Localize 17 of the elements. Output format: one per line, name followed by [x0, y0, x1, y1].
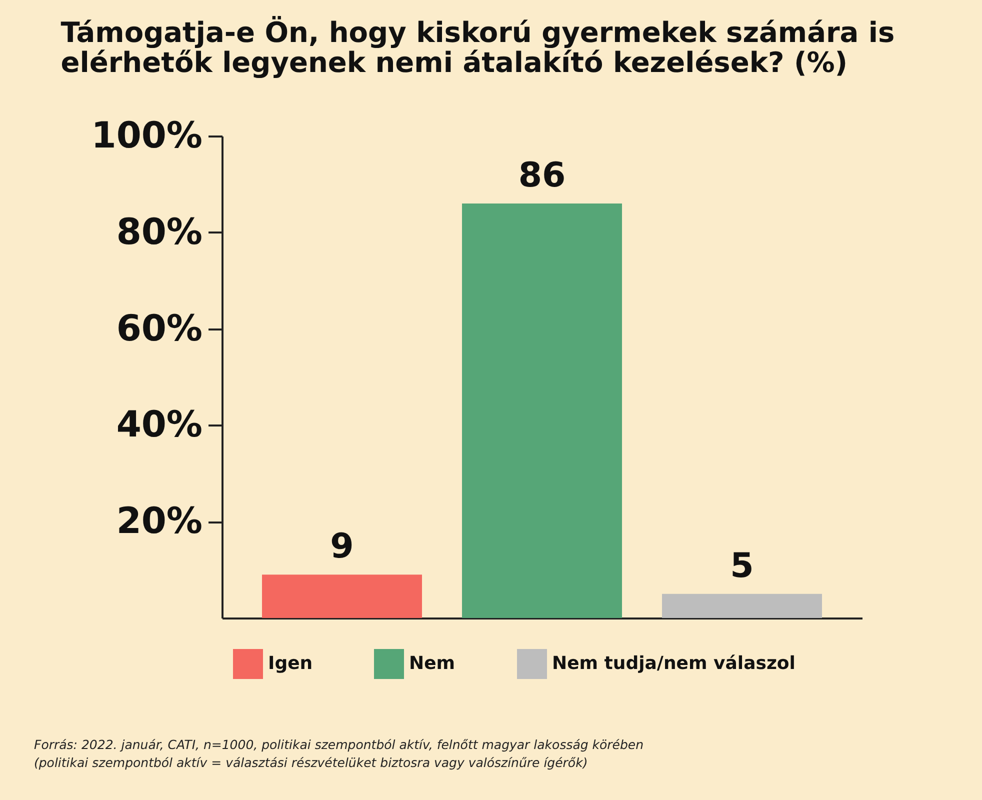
data-label: 86 [518, 155, 566, 196]
y-tick-label: 60% [116, 308, 202, 350]
y-tick-label: 40% [116, 404, 202, 446]
text: Forrás: 2022. január, CATI, n=1000, politikai szempontból aktív, felnőtt magyar lakosság körében [34, 736, 644, 754]
y-tick-label: 80% [116, 212, 202, 253]
data-label: 5 [730, 546, 754, 586]
y-tick-label: 20% [116, 501, 202, 542]
chart-title: Támogatja-e Ön, hogy kiskorú gyermekek számára is elérhetők legyenek nemi átalakító kezelések? (%) [60, 16, 895, 79]
legend-label: Igen [268, 653, 313, 674]
bar [662, 594, 822, 618]
bar [462, 203, 622, 618]
bar [262, 574, 422, 618]
y-tick-label: 100% [91, 116, 202, 156]
text: (politikai szempontból aktív = választási részvételüket biztosra vagy valószínűre ígérők) [34, 754, 589, 772]
legend-label: Nem [409, 653, 456, 674]
legend-label: Nem tudja/nem válaszol [552, 653, 796, 674]
data-label: 9 [330, 526, 354, 567]
